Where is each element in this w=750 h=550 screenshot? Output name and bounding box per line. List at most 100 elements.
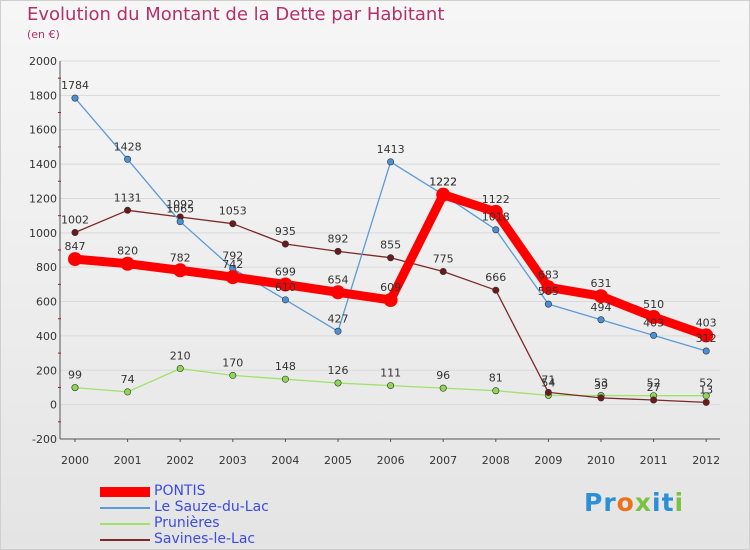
data-label: 1065	[166, 203, 194, 216]
data-label: 52	[699, 377, 713, 390]
data-point	[699, 328, 714, 343]
data-label: 54	[541, 376, 555, 389]
data-label: 510	[643, 298, 664, 311]
x-tick-label: 2008	[482, 454, 510, 467]
data-label: 683	[538, 268, 559, 281]
x-tick-label: 2007	[429, 454, 457, 467]
data-label: 74	[121, 373, 135, 386]
x-tick-label: 2010	[587, 454, 615, 467]
data-point	[488, 204, 503, 219]
data-label: 427	[328, 312, 349, 325]
data-label: 666	[485, 271, 506, 284]
data-label: 1092	[166, 198, 194, 211]
data-label: 52	[647, 377, 661, 390]
data-label: 847	[65, 240, 86, 253]
data-label: 96	[436, 369, 450, 382]
data-label: 935	[275, 225, 296, 238]
data-point	[173, 263, 188, 278]
data-label: 27	[647, 381, 661, 394]
legend-swatch	[100, 523, 150, 525]
legend-swatch	[100, 507, 150, 509]
brand-letter: i	[674, 488, 685, 517]
data-label: 855	[380, 239, 401, 252]
data-point	[225, 270, 240, 285]
brand-letter: x	[634, 488, 652, 517]
data-point	[281, 375, 289, 383]
data-point	[68, 252, 82, 267]
data-point	[646, 310, 661, 325]
brand-letter: i	[652, 488, 662, 517]
legend-label: Le Sauze-du-Lac	[154, 499, 269, 515]
brand-letter: o	[616, 488, 635, 517]
data-point	[439, 267, 447, 275]
data-point	[702, 398, 710, 406]
series-line-le-sauze-du-lac	[74, 97, 707, 352]
data-label: 39	[594, 379, 608, 392]
y-tick-label: 200	[36, 364, 57, 377]
y-tick-label: 600	[36, 296, 57, 309]
x-tick-label: 2005	[324, 454, 352, 467]
data-point	[436, 187, 451, 202]
data-point	[387, 382, 395, 390]
data-label: 1131	[114, 191, 142, 204]
data-point	[334, 379, 342, 387]
y-tick-label: 2000	[29, 55, 57, 68]
data-label: 742	[222, 258, 243, 271]
data-point	[281, 240, 289, 248]
data-label: 1002	[61, 213, 89, 226]
y-tick-label: 1800	[29, 89, 57, 102]
data-point	[176, 218, 184, 226]
x-tick-label: 2000	[61, 454, 89, 467]
data-point	[124, 155, 132, 163]
data-point	[124, 206, 132, 214]
data-point	[387, 254, 395, 262]
data-point	[702, 392, 710, 400]
data-label: 1122	[482, 193, 510, 206]
data-point	[650, 396, 658, 404]
data-point	[387, 158, 395, 166]
y-tick-label: 0	[50, 399, 57, 412]
y-tick-label: -200	[32, 433, 57, 446]
y-tick-label: 1000	[29, 227, 57, 240]
data-label: 403	[643, 316, 664, 329]
data-label: 99	[68, 369, 82, 382]
data-label: 148	[275, 360, 296, 373]
data-label: 609	[380, 281, 401, 294]
data-label: 126	[328, 364, 349, 377]
data-label: 610	[275, 281, 296, 294]
x-tick-label: 2012	[692, 454, 720, 467]
data-label: 403	[696, 316, 717, 329]
data-point	[544, 388, 552, 396]
data-label: 775	[433, 252, 454, 265]
data-label: 585	[538, 285, 559, 298]
data-point	[281, 296, 289, 304]
data-label: 1784	[61, 79, 89, 92]
data-point	[594, 289, 608, 304]
data-label: 820	[117, 245, 138, 258]
data-point	[334, 247, 342, 255]
data-point	[492, 226, 500, 234]
data-point	[278, 277, 293, 292]
data-point	[439, 384, 447, 392]
data-point	[650, 331, 658, 339]
y-tick-label: 800	[36, 261, 57, 274]
data-label: 13	[699, 383, 713, 396]
legend-label: PONTIS	[154, 483, 206, 499]
x-tick-label: 2004	[271, 454, 299, 467]
x-tick-label: 2006	[377, 454, 405, 467]
data-point	[702, 347, 710, 355]
data-label: 631	[591, 277, 612, 290]
data-label: 210	[170, 350, 191, 363]
chart-title: Evolution du Montant de la Dette par Hab…	[27, 4, 445, 25]
data-label: 1222	[429, 176, 457, 189]
data-label: 170	[222, 356, 243, 369]
x-tick-label: 2011	[640, 454, 668, 467]
data-point	[176, 365, 184, 373]
legend-label: Prunières	[154, 515, 220, 531]
data-label: 111	[380, 367, 401, 380]
chart-subtitle: (en €)	[27, 28, 60, 41]
data-point	[331, 285, 345, 300]
data-point	[229, 371, 237, 379]
data-label: 312	[696, 332, 717, 345]
y-tick-label: 400	[36, 330, 57, 343]
